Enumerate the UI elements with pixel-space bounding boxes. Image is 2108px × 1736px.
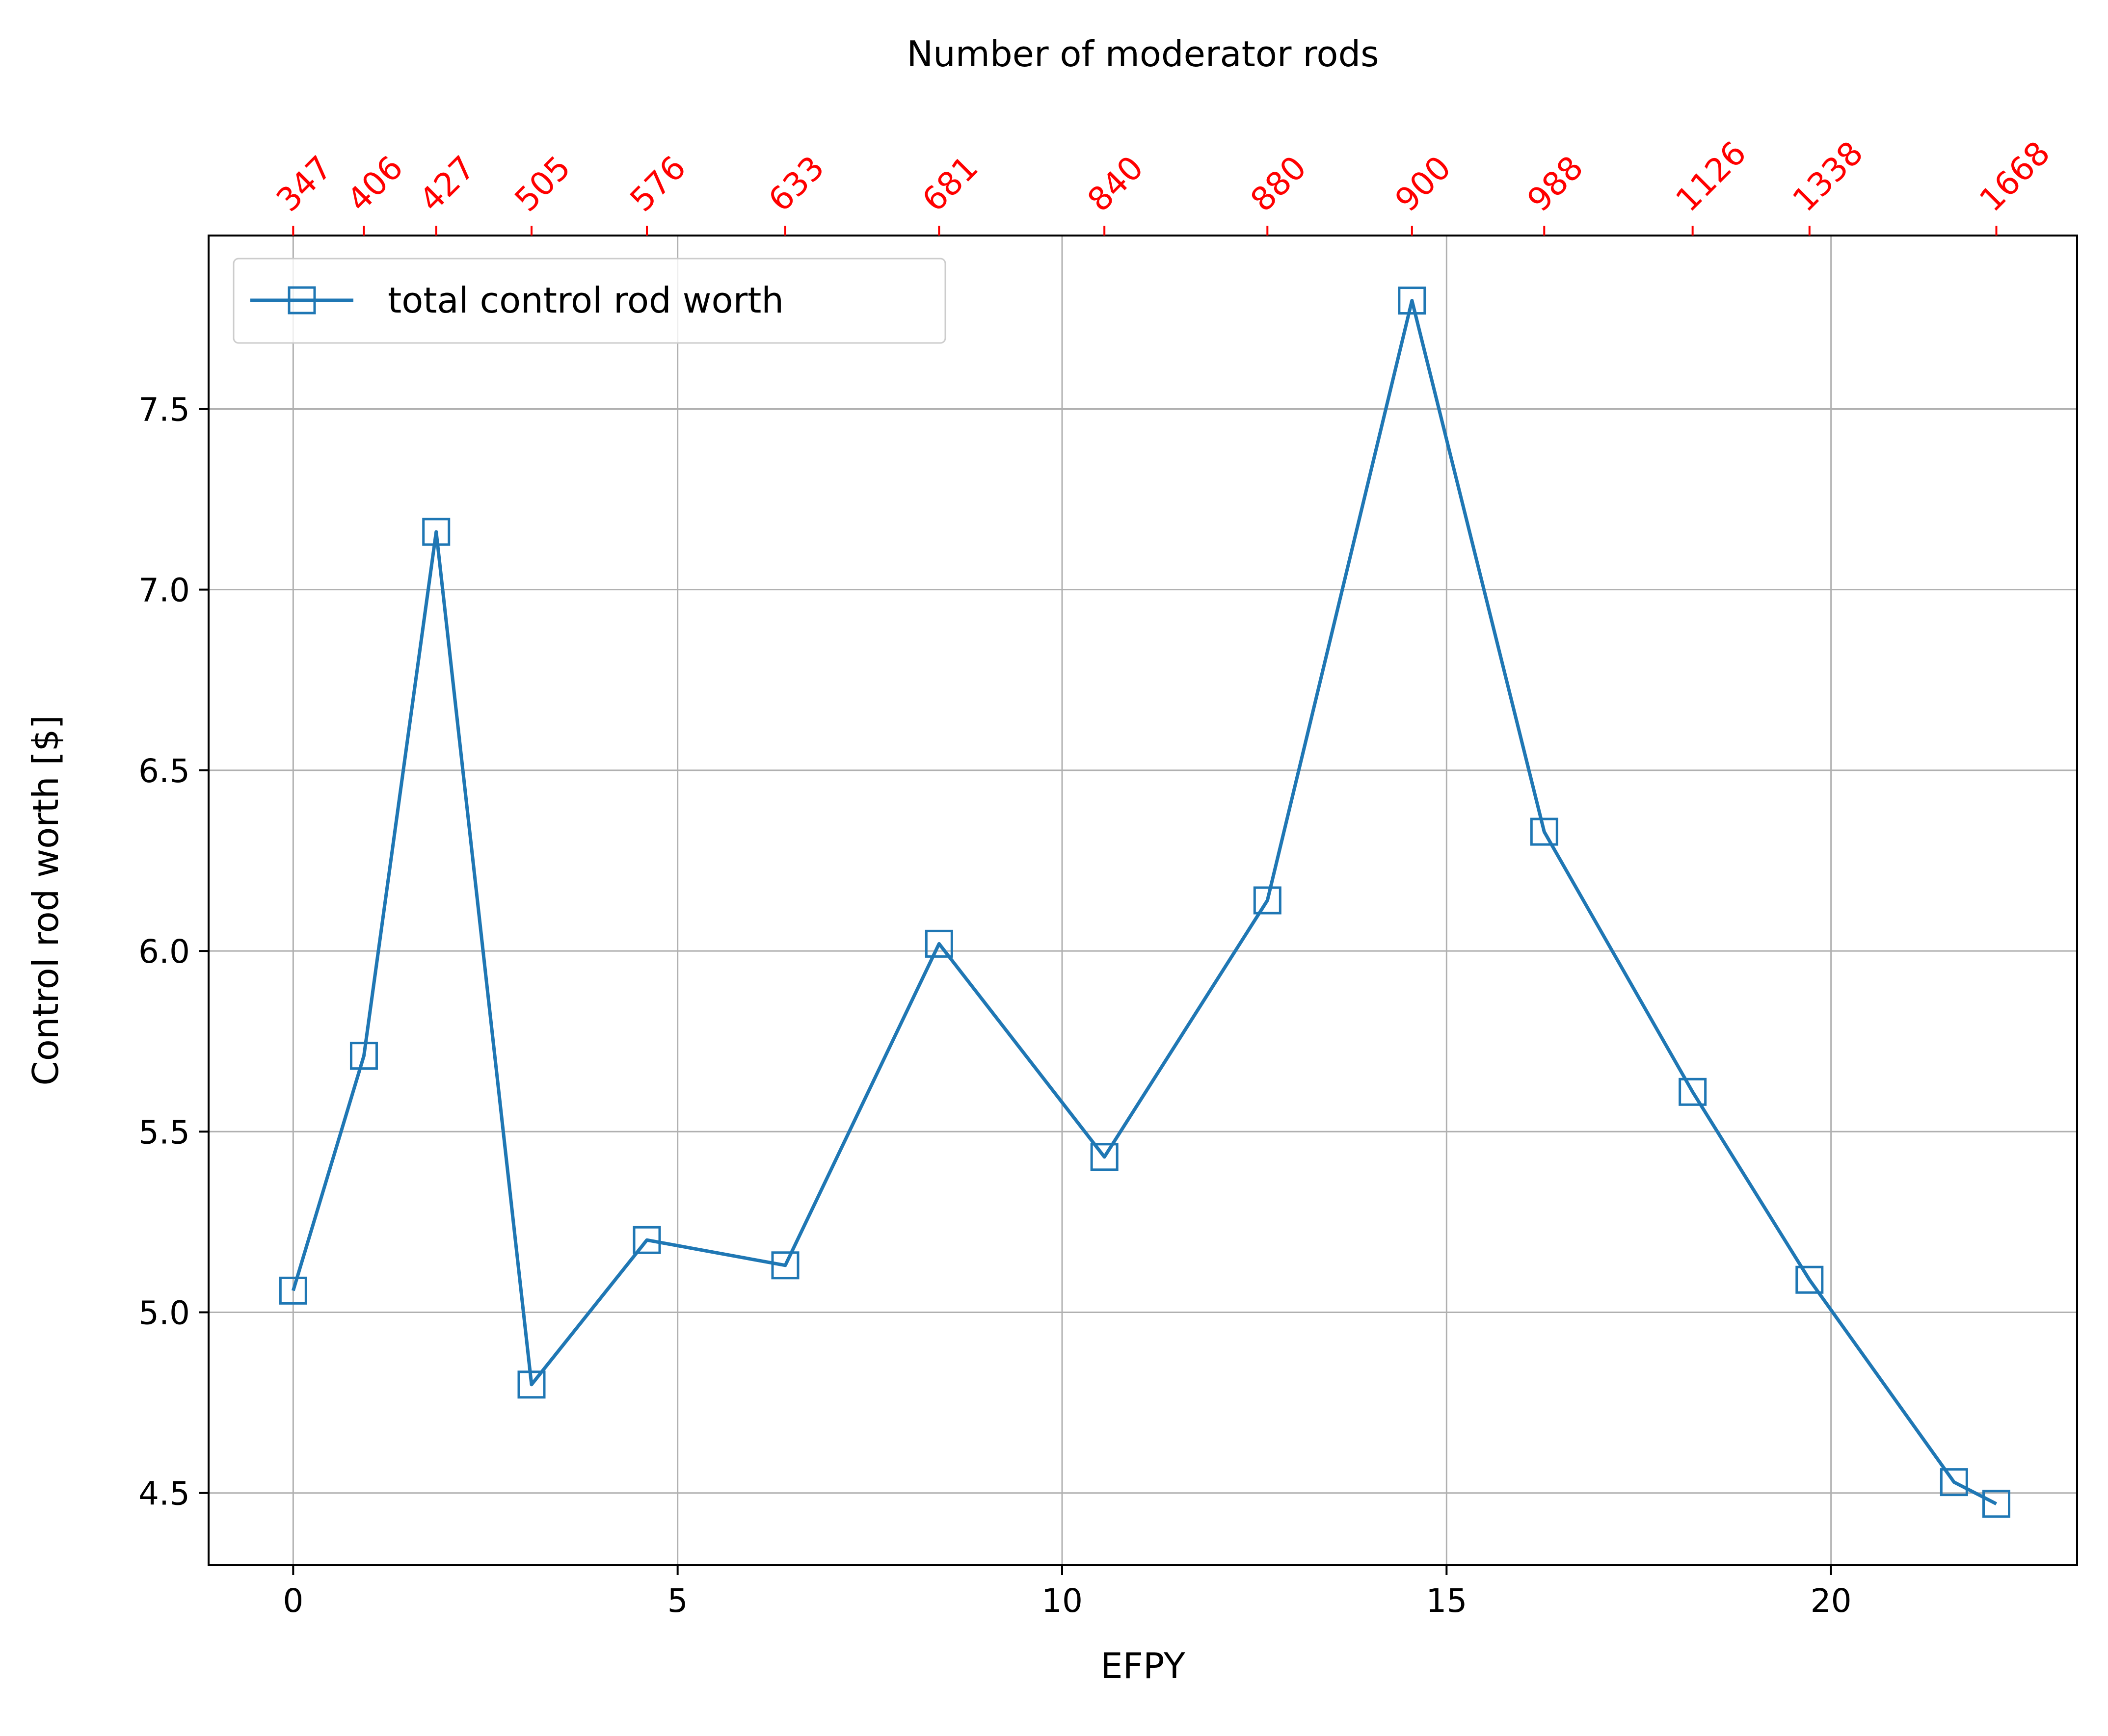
x-tick-label: 20 bbox=[1811, 1582, 1852, 1620]
data-point bbox=[925, 929, 953, 958]
data-point bbox=[1795, 1265, 1824, 1294]
data-point bbox=[349, 1042, 378, 1070]
y-tick-label: 7.5 bbox=[138, 391, 190, 428]
x-axis: 0 5 10 15 20 bbox=[283, 1565, 1852, 1620]
top-axis-label: Number of moderator rods bbox=[907, 33, 1379, 75]
y-tick-label: 5.5 bbox=[138, 1113, 190, 1151]
y-tick-label: 6.0 bbox=[138, 933, 190, 971]
legend-marker-sample bbox=[288, 286, 316, 315]
plot-frame bbox=[208, 235, 2078, 1566]
data-point bbox=[1253, 886, 1281, 915]
y-tick-label: 4.5 bbox=[138, 1475, 190, 1513]
data-point bbox=[1398, 287, 1426, 315]
x-tick-label: 0 bbox=[283, 1582, 303, 1620]
data-point bbox=[279, 1276, 307, 1305]
legend-label: total control rod worth bbox=[388, 280, 784, 321]
data-point bbox=[633, 1226, 661, 1254]
y-axis: 4.5 5.0 5.5 6.0 6.5 7.0 7.5 bbox=[138, 391, 209, 1513]
data-point bbox=[1530, 817, 1558, 846]
y-tick-label: 5.0 bbox=[138, 1294, 190, 1332]
data-point bbox=[1982, 1490, 2010, 1518]
y-tick-label: 6.5 bbox=[138, 752, 190, 790]
data-point bbox=[771, 1251, 800, 1280]
series-line bbox=[291, 299, 1998, 1505]
data-point bbox=[1090, 1143, 1119, 1171]
y-axis-label: Control rod worth [$] bbox=[25, 715, 66, 1085]
series-layer bbox=[279, 287, 2010, 1518]
grid bbox=[209, 236, 2077, 1565]
x-tick-label: 10 bbox=[1041, 1582, 1083, 1620]
data-point bbox=[517, 1370, 546, 1399]
x-tick-label: 5 bbox=[667, 1582, 688, 1620]
x-axis-label: EFPY bbox=[1100, 1645, 1186, 1686]
data-point bbox=[1940, 1468, 1968, 1497]
y-tick-label: 7.0 bbox=[138, 572, 190, 609]
x-tick-label: 15 bbox=[1426, 1582, 1467, 1620]
data-point bbox=[1679, 1078, 1707, 1106]
legend-box bbox=[233, 258, 946, 344]
legend: total control rod worth bbox=[233, 258, 946, 344]
data-point bbox=[422, 518, 451, 546]
